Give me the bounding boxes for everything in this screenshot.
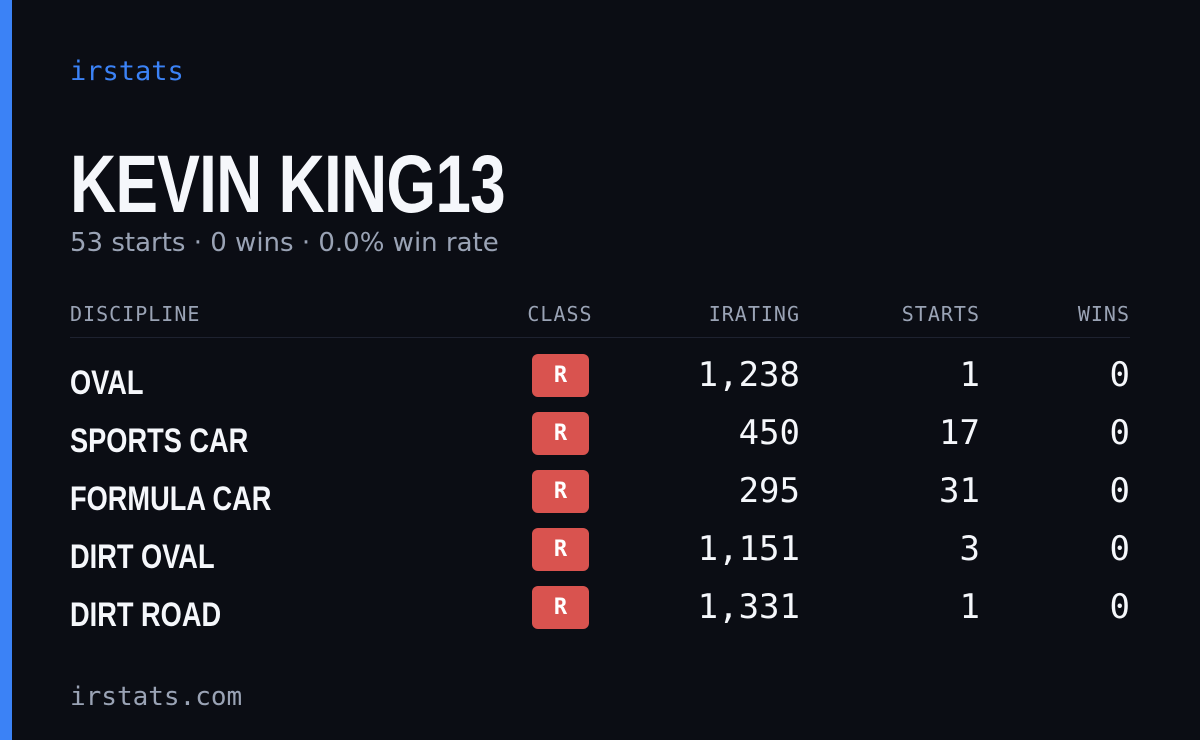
irating: 1,151 bbox=[697, 529, 800, 569]
player-name: KEVIN KING13 bbox=[70, 139, 506, 230]
class-badge: R bbox=[532, 528, 589, 571]
brand: irstats bbox=[70, 56, 184, 87]
irating: 1,238 bbox=[697, 355, 800, 395]
starts: 31 bbox=[939, 471, 980, 511]
column-header: STARTS bbox=[901, 302, 980, 326]
column-header: CLASS bbox=[527, 302, 593, 326]
wins: 0 bbox=[1109, 355, 1130, 395]
column-header: WINS bbox=[1077, 302, 1130, 326]
summary: 53 starts · 0 wins · 0.0% win rate bbox=[70, 228, 499, 258]
irating: 1,331 bbox=[697, 587, 800, 627]
header-rule bbox=[70, 337, 1130, 338]
discipline: FORMULA CAR bbox=[70, 480, 272, 518]
discipline: DIRT ROAD bbox=[70, 596, 222, 634]
wins: 0 bbox=[1109, 529, 1130, 569]
discipline: SPORTS CAR bbox=[70, 422, 249, 460]
column-header: DISCIPLINE bbox=[70, 302, 201, 326]
irating: 450 bbox=[738, 413, 800, 453]
starts: 17 bbox=[939, 413, 980, 453]
class-badge: R bbox=[532, 470, 589, 513]
wins: 0 bbox=[1109, 587, 1130, 627]
class-badge: R bbox=[532, 586, 589, 629]
starts: 3 bbox=[959, 529, 980, 569]
irating: 295 bbox=[738, 471, 800, 511]
starts: 1 bbox=[959, 587, 980, 627]
wins: 0 bbox=[1109, 471, 1130, 511]
starts: 1 bbox=[959, 355, 980, 395]
footer: irstats.com bbox=[70, 682, 243, 712]
column-header: IRATING bbox=[708, 302, 800, 326]
accent-bar bbox=[0, 0, 12, 740]
discipline: OVAL bbox=[70, 364, 144, 402]
wins: 0 bbox=[1109, 413, 1130, 453]
class-badge: R bbox=[532, 354, 589, 397]
discipline: DIRT OVAL bbox=[70, 538, 215, 576]
class-badge: R bbox=[532, 412, 589, 455]
